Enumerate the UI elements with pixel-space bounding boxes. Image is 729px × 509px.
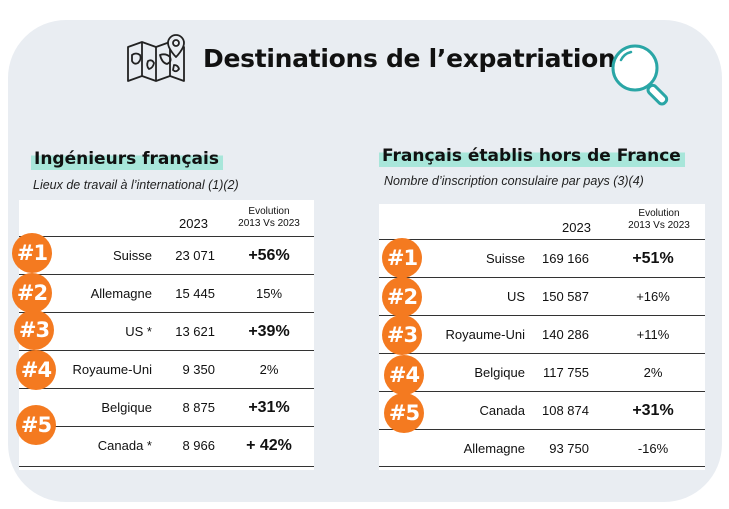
right-col-evolution: Evolution 2013 Vs 2023 <box>617 208 701 232</box>
left-value-cell: 9 350 <box>182 362 215 377</box>
left-rank-badge: #3 <box>14 310 54 350</box>
right-country-cell: Canada <box>479 403 525 418</box>
left-table-row: Belgique 8 875 +31% <box>19 388 314 427</box>
right-table-row: Royaume-Uni 140 286 +11% <box>379 315 705 354</box>
page-title: Destinations de l’expatriation <box>203 44 616 73</box>
right-value-cell: 150 587 <box>542 289 589 304</box>
right-country-cell: US <box>506 289 525 304</box>
left-country-cell: Canada * <box>97 438 152 453</box>
left-country-cell: Belgique <box>101 400 152 415</box>
left-rank-badge: #2 <box>12 273 52 313</box>
left-evolution-cell: +56% <box>248 247 290 264</box>
left-rank-badge: #4 <box>16 350 56 390</box>
right-table: 2023 Evolution 2013 Vs 2023 Suisse 169 16… <box>379 204 705 470</box>
left-rank-badge: #1 <box>12 233 52 273</box>
right-table-row: Allemagne 93 750 -16% <box>379 429 705 468</box>
left-country-cell: Allemagne <box>90 286 152 301</box>
left-evolution-cell: +39% <box>248 323 290 340</box>
left-evolution-cell: 15% <box>255 286 283 301</box>
left-table-row: Royaume-Uni 9 350 2% <box>19 350 314 389</box>
right-rank-badge: #4 <box>384 355 424 395</box>
left-country-cell: US * <box>125 324 152 339</box>
left-country-cell: Suisse <box>112 248 152 263</box>
left-table-row: US * 13 621 +39% <box>19 312 314 351</box>
right-rank-badge: #3 <box>382 315 422 355</box>
right-evolution-cell: +16% <box>636 289 670 304</box>
left-table-row: Canada * 8 966 + 42% <box>19 426 314 465</box>
right-value-cell: 93 750 <box>549 441 589 456</box>
left-col-evolution-line1: Evolution <box>248 206 290 217</box>
right-evolution-cell: -16% <box>637 441 669 456</box>
right-country-cell: Suisse <box>485 251 525 266</box>
right-col-evolution-line2: 2013 Vs 2023 <box>628 220 690 231</box>
right-country-cell: Allemagne <box>463 441 525 456</box>
left-section-subtitle: Lieux de travail à l’international (1)(2… <box>33 178 239 192</box>
map-pin-icon <box>127 34 185 82</box>
left-value-cell: 15 445 <box>175 286 215 301</box>
right-evolution-cell: +31% <box>632 402 674 419</box>
left-section-title: Ingénieurs français <box>31 148 223 170</box>
left-rank-badge: #5 <box>16 405 56 445</box>
left-col-year: 2023 <box>179 216 208 231</box>
right-value-cell: 108 874 <box>542 403 589 418</box>
right-rank-badge: #2 <box>382 277 422 317</box>
left-col-evolution: Evolution 2013 Vs 2023 <box>227 206 311 230</box>
left-country-cell: Royaume-Uni <box>72 362 152 377</box>
search-icon <box>611 44 669 106</box>
right-section-title: Français établis hors de France <box>379 145 685 167</box>
left-value-cell: 8 966 <box>182 438 215 453</box>
right-value-cell: 117 755 <box>542 365 589 380</box>
left-evolution-cell: + 42% <box>246 437 292 454</box>
left-table-row: Allemagne 15 445 15% <box>19 274 314 313</box>
left-table-bottom-line <box>19 466 314 467</box>
right-col-year: 2023 <box>562 220 591 235</box>
right-table-row: Suisse 169 166 +51% <box>379 239 705 278</box>
right-table-row: US 150 587 +16% <box>379 277 705 316</box>
left-value-cell: 23 071 <box>175 248 215 263</box>
right-country-cell: Belgique <box>474 365 525 380</box>
right-value-cell: 140 286 <box>542 327 589 342</box>
right-col-evolution-line1: Evolution <box>638 208 680 219</box>
left-col-evolution-line2: 2013 Vs 2023 <box>238 218 300 229</box>
right-value-cell: 169 166 <box>542 251 589 266</box>
left-evolution-cell: 2% <box>259 362 279 377</box>
right-country-cell: Royaume-Uni <box>445 327 525 342</box>
right-table-row: Belgique 117 755 2% <box>379 353 705 392</box>
right-rank-badge: #5 <box>384 393 424 433</box>
right-section-subtitle: Nombre d’inscription consulaire par pays… <box>384 174 644 188</box>
left-table-row: Suisse 23 071 +56% <box>19 236 314 275</box>
left-value-cell: 8 875 <box>182 400 215 415</box>
right-evolution-cell: +51% <box>632 250 674 267</box>
left-evolution-cell: +31% <box>248 399 290 416</box>
left-table: 2023 Evolution 2013 Vs 2023 Suisse 23 071… <box>19 200 314 470</box>
right-rank-badge: #1 <box>382 238 422 278</box>
right-evolution-cell: 2% <box>643 365 663 380</box>
right-table-row: Canada 108 874 +31% <box>379 391 705 430</box>
right-table-bottom-line <box>379 466 705 467</box>
left-value-cell: 13 621 <box>175 324 215 339</box>
right-evolution-cell: +11% <box>636 327 670 342</box>
